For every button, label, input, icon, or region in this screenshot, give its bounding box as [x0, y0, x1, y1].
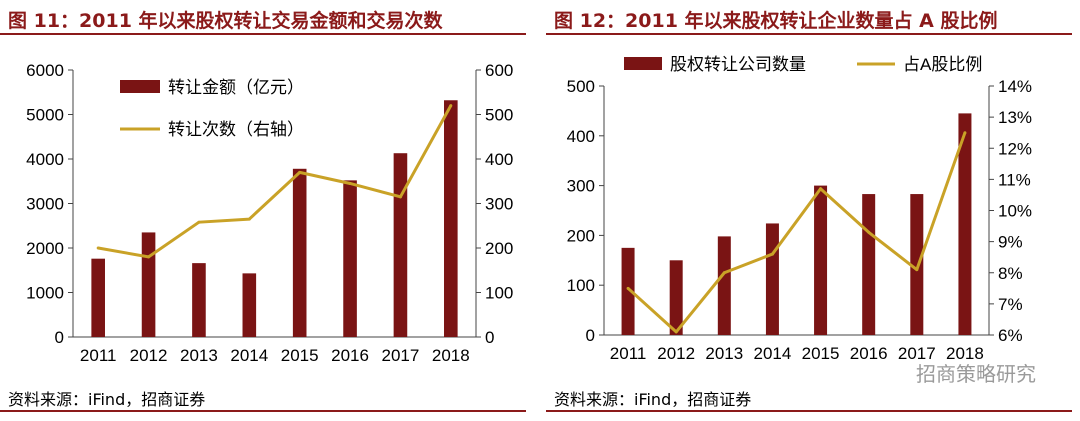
- line-point: [197, 220, 201, 224]
- right-tick-label: 14%: [998, 77, 1032, 96]
- figure-title: 图 12：2011 年以来股权转让企业数量占 A 股比例: [554, 10, 998, 32]
- x-tick-label: 2016: [850, 344, 888, 363]
- title-divider: [0, 33, 526, 35]
- left-tick-label: 300: [567, 177, 595, 196]
- bar: [242, 273, 257, 337]
- x-tick-label: 2011: [610, 344, 647, 363]
- line-point: [247, 217, 251, 221]
- right-tick-label: 7%: [998, 295, 1023, 314]
- left-tick-label: 200: [567, 226, 595, 245]
- left-tick-label: 2000: [26, 239, 64, 258]
- bar: [717, 236, 731, 335]
- line-point: [867, 230, 871, 234]
- x-tick-label: 2016: [331, 346, 369, 365]
- line-point: [722, 271, 726, 275]
- x-tick-label: 2015: [281, 346, 319, 365]
- bar: [91, 258, 105, 337]
- x-tick-label: 2013: [180, 346, 218, 365]
- left-tick-label: 3000: [26, 195, 64, 214]
- right-tick-label: 100: [485, 284, 513, 303]
- right-tick-label: 300: [485, 195, 513, 214]
- line-point: [819, 187, 823, 191]
- legend-label: 转让次数（右轴）: [168, 120, 304, 139]
- bar: [765, 223, 779, 335]
- line-point: [298, 170, 302, 174]
- footer-divider: [546, 410, 1072, 412]
- x-tick-label: 2011: [80, 346, 117, 365]
- legend-label: 股权转让公司数量: [670, 55, 806, 74]
- left-tick-label: 400: [567, 127, 595, 146]
- x-tick-label: 2012: [130, 346, 168, 365]
- left-tick-label: 0: [55, 328, 64, 347]
- left-tick-label: 500: [567, 77, 595, 96]
- title-divider: [546, 33, 1072, 35]
- x-tick-label: 2018: [432, 346, 470, 365]
- source-note: 资料来源：iFind，招商证券: [8, 390, 206, 409]
- right-tick-label: 9%: [998, 233, 1023, 252]
- bar: [910, 194, 924, 335]
- x-tick-label: 2015: [802, 344, 840, 363]
- right-tick-label: 12%: [998, 139, 1032, 158]
- right-tick-label: 13%: [998, 108, 1032, 127]
- x-tick-label: 2018: [946, 344, 984, 363]
- bar: [621, 247, 635, 335]
- series-line: [97, 104, 453, 259]
- bar: [141, 232, 156, 337]
- legend-label: 占A股比例: [903, 55, 982, 74]
- transfer-amount-chart: 0 1000 2000 3000 4000 5000 6000 0 100 200 300 400 50…: [26, 61, 513, 365]
- legend-swatch-bar: [120, 80, 160, 93]
- bar: [444, 100, 458, 337]
- bar: [343, 180, 357, 337]
- x-tick-label: 2014: [230, 346, 268, 365]
- left-tick-label: 1000: [26, 284, 64, 303]
- line-point: [398, 195, 402, 199]
- bar: [393, 153, 408, 337]
- right-tick-label: 500: [485, 106, 513, 125]
- right-tick-label: 6%: [998, 326, 1023, 345]
- legend-swatch-bar: [624, 57, 662, 70]
- x-tick-label: 2017: [898, 344, 936, 363]
- right-tick-label: 11%: [998, 170, 1031, 189]
- footer-divider: [0, 410, 526, 412]
- line-point: [770, 252, 774, 256]
- line-point: [626, 286, 630, 290]
- series-line: [627, 132, 967, 334]
- bar: [292, 168, 307, 337]
- left-tick-label: 0: [586, 326, 595, 345]
- x-tick-label: 2012: [657, 344, 695, 363]
- bar: [669, 260, 683, 335]
- x-tick-label: 2013: [705, 344, 743, 363]
- legend-label: 转让金额（亿元）: [168, 78, 304, 97]
- right-tick-label: 400: [485, 150, 513, 169]
- line-point: [915, 268, 919, 272]
- left-tick-label: 6000: [26, 61, 64, 80]
- line-point: [449, 104, 453, 108]
- line-point: [147, 255, 151, 259]
- x-tick-label: 2014: [754, 344, 792, 363]
- line-point: [348, 181, 352, 185]
- right-tick-label: 600: [485, 61, 513, 80]
- bar: [958, 113, 972, 335]
- figure-title: 图 11：2011 年以来股权转让交易金额和交易次数: [8, 10, 443, 32]
- left-tick-label: 100: [567, 276, 595, 295]
- right-tick-label: 10%: [998, 202, 1032, 221]
- bar: [192, 263, 206, 337]
- x-tick-label: 2017: [382, 346, 420, 365]
- line-point: [96, 246, 100, 250]
- right-tick-label: 200: [485, 239, 513, 258]
- chart-panel-company-ratio: 图 12：2011 年以来股权转让企业数量占 A 股比例 0 100 200 300 4…: [546, 0, 1072, 421]
- left-tick-label: 5000: [26, 106, 64, 125]
- bar: [814, 185, 828, 335]
- watermark-text: 招商策略研究: [916, 362, 1036, 386]
- right-tick-label: 8%: [998, 264, 1023, 283]
- left-tick-label: 4000: [26, 150, 64, 169]
- chart-panel-transfer-amount: 图 11：2011 年以来股权转让交易金额和交易次数 0 1000 2000 3000…: [0, 0, 526, 421]
- source-note: 资料来源：iFind，招商证券: [554, 390, 752, 409]
- bar: [862, 194, 876, 335]
- company-ratio-chart: 0 100 200 300 400 500 6% 7% 8% 9% 10% 11% 12% 13% 14% 2…: [567, 55, 1032, 363]
- line-point: [963, 131, 967, 135]
- line-point: [674, 330, 678, 334]
- right-tick-label: 0: [485, 328, 494, 347]
